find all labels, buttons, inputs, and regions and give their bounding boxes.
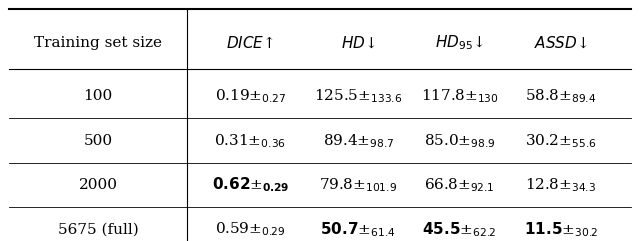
Text: 79.8±$_{101.9}$: 79.8±$_{101.9}$ xyxy=(319,176,397,194)
Text: $\mathbf{50.7}$±$_{61.4}$: $\mathbf{50.7}$±$_{61.4}$ xyxy=(320,220,396,239)
Text: 12.8±$_{34.3}$: 12.8±$_{34.3}$ xyxy=(525,176,596,194)
Text: 125.5±$_{133.6}$: 125.5±$_{133.6}$ xyxy=(314,87,403,105)
Text: $HD$↓: $HD$↓ xyxy=(340,35,376,51)
Text: $\mathbf{11.5}$±$_{30.2}$: $\mathbf{11.5}$±$_{30.2}$ xyxy=(524,220,598,239)
Text: 117.8±$_{130}$: 117.8±$_{130}$ xyxy=(420,87,499,105)
Text: 500: 500 xyxy=(83,134,113,148)
Text: $\mathbf{45.5}$±$_{62.2}$: $\mathbf{45.5}$±$_{62.2}$ xyxy=(422,220,497,239)
Text: 89.4±$_{98.7}$: 89.4±$_{98.7}$ xyxy=(323,132,394,149)
Text: 2000: 2000 xyxy=(79,178,118,192)
Text: 30.2±$_{55.6}$: 30.2±$_{55.6}$ xyxy=(525,132,597,149)
Text: 58.8±$_{89.4}$: 58.8±$_{89.4}$ xyxy=(525,87,597,105)
Text: $\mathbf{0.62}$±$_{\mathbf{0.29}}$: $\mathbf{0.62}$±$_{\mathbf{0.29}}$ xyxy=(211,176,289,194)
Text: $HD_{95}$↓: $HD_{95}$↓ xyxy=(435,33,484,52)
Text: 0.19±$_{0.27}$: 0.19±$_{0.27}$ xyxy=(214,87,286,105)
Text: 0.59±$_{0.29}$: 0.59±$_{0.29}$ xyxy=(215,221,285,238)
Text: 85.0±$_{98.9}$: 85.0±$_{98.9}$ xyxy=(424,132,495,149)
Text: 66.8±$_{92.1}$: 66.8±$_{92.1}$ xyxy=(424,176,495,194)
Text: Training set size: Training set size xyxy=(34,36,162,50)
Text: 100: 100 xyxy=(83,89,113,103)
Text: 0.31±$_{0.36}$: 0.31±$_{0.36}$ xyxy=(214,132,286,149)
Text: $DICE$↑: $DICE$↑ xyxy=(226,35,274,51)
Text: 5675 (full): 5675 (full) xyxy=(58,223,138,237)
Text: $ASSD$↓: $ASSD$↓ xyxy=(534,35,588,51)
